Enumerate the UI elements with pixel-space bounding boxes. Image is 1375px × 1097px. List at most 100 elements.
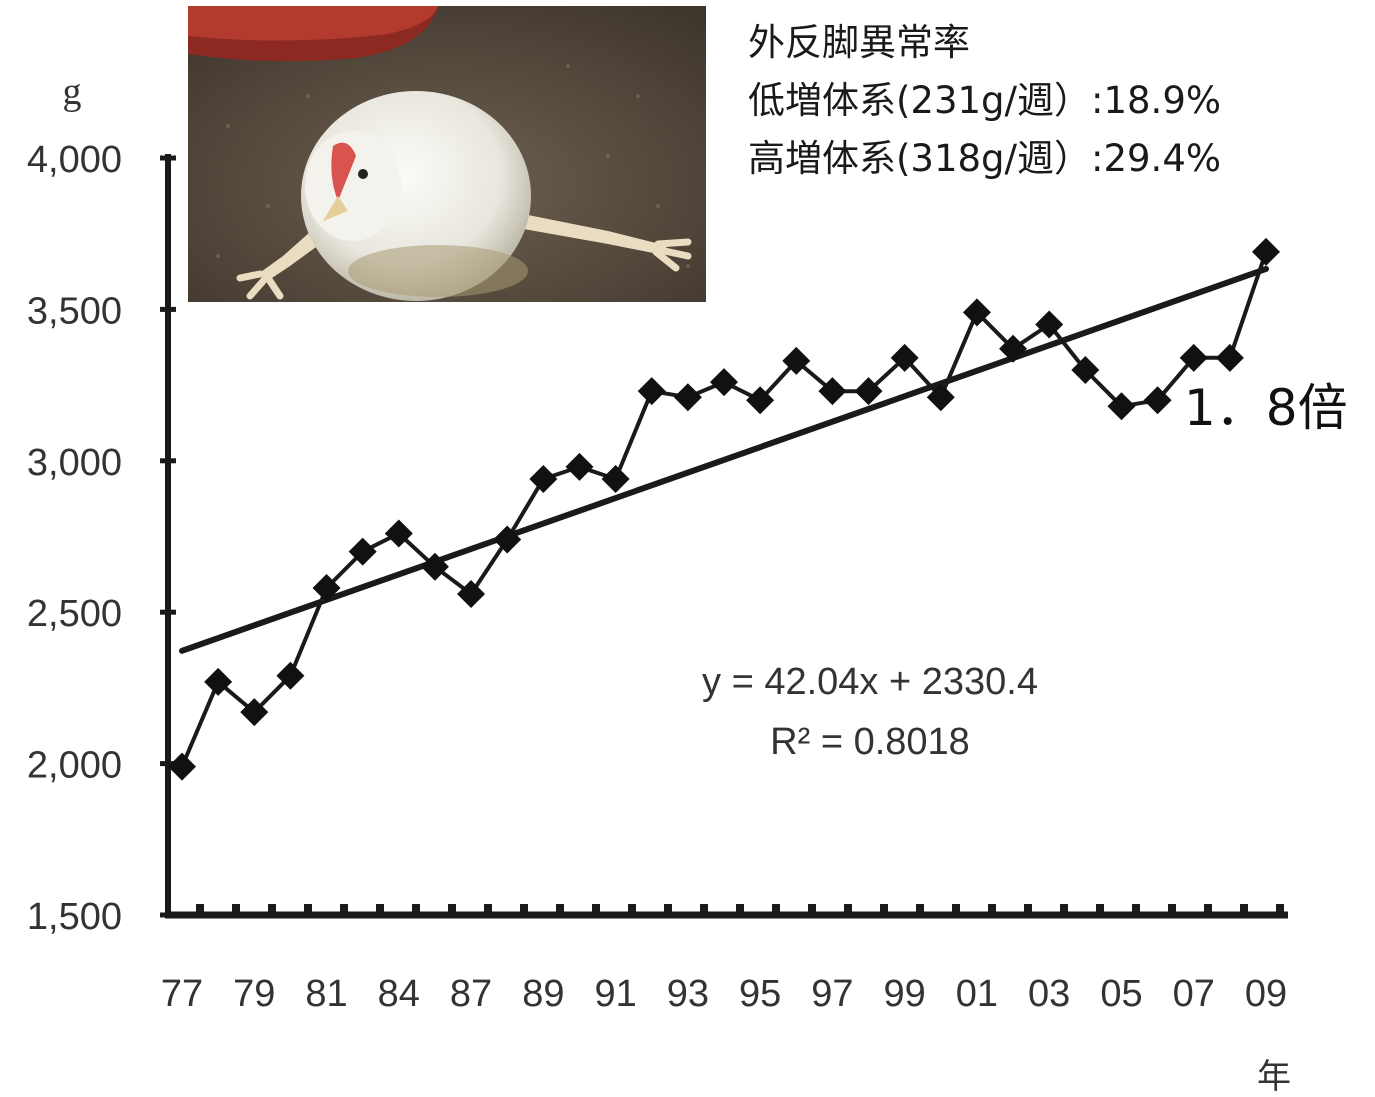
x-tick — [736, 904, 744, 913]
data-point — [818, 377, 847, 406]
multiplier-label: 1．8倍 — [1184, 379, 1348, 437]
x-tick-label: 79 — [233, 973, 275, 1015]
x-tick — [844, 904, 852, 913]
x-tick — [988, 904, 996, 913]
x-tick — [304, 904, 312, 913]
data-point — [1215, 343, 1244, 372]
data-point — [673, 383, 702, 412]
x-tick-label: 09 — [1245, 973, 1287, 1015]
x-tick — [1204, 904, 1212, 913]
data-point — [493, 525, 522, 554]
data-point — [637, 377, 666, 406]
series-group — [168, 237, 1280, 781]
x-tick-label: 84 — [378, 973, 420, 1015]
y-tick-labels: 1,500 2,000 2,500 3,000 3,500 4,000 — [27, 139, 122, 938]
x-tick — [484, 904, 492, 913]
x-tick-label: 95 — [739, 973, 781, 1015]
data-point — [1071, 355, 1100, 384]
x-tick — [376, 904, 384, 913]
trendline-group — [179, 265, 1269, 654]
abnormality-notes: 外反脚異常率 低増体系(231g/週）:18.9% 高増体系(318g/週）:2… — [748, 14, 1221, 188]
x-tick — [196, 904, 204, 913]
data-point — [457, 580, 486, 609]
regression-equation: y = 42.04x + 2330.4 R² = 0.8018 — [560, 652, 1180, 772]
y-axis-label: g — [63, 71, 82, 113]
x-tick — [1276, 904, 1284, 913]
data-point — [782, 346, 811, 375]
x-tick-label: 81 — [305, 973, 347, 1015]
x-tick — [556, 904, 564, 913]
data-point — [890, 343, 919, 372]
trendline — [179, 265, 1269, 654]
data-point — [240, 698, 269, 727]
x-tick-label: 77 — [161, 973, 203, 1015]
x-axis-label: 年 — [1257, 1057, 1291, 1097]
data-point — [1252, 237, 1280, 266]
y-tick-label: 1,500 — [27, 896, 122, 938]
x-tick — [1168, 904, 1176, 913]
data-point — [565, 452, 594, 481]
y-tick-label: 4,000 — [27, 139, 122, 181]
x-tick — [952, 904, 960, 913]
data-point — [529, 464, 558, 493]
x-tick — [700, 904, 708, 913]
chicken-photo — [188, 6, 706, 302]
x-tick-label: 05 — [1100, 973, 1142, 1015]
x-tick — [1240, 904, 1248, 913]
x-tick — [628, 904, 636, 913]
x-tick-labels: 77 79 81 84 87 89 91 93 95 97 99 01 03 05 07 09 — [161, 973, 1287, 1015]
x-tick — [592, 904, 600, 913]
data-point — [854, 377, 883, 406]
r-squared-line: R² = 0.8018 — [770, 721, 970, 763]
x-tick — [808, 904, 816, 913]
x-tick-label: 93 — [667, 973, 709, 1015]
y-tick-label: 2,000 — [27, 745, 122, 787]
notes-title: 外反脚異常率 — [748, 21, 970, 64]
data-point — [962, 298, 991, 327]
y-tick-label: 3,500 — [27, 290, 122, 332]
x-tick-label: 97 — [811, 973, 853, 1015]
x-tick — [1060, 904, 1068, 913]
x-tick-label: 07 — [1173, 973, 1215, 1015]
x-tick-label: 01 — [956, 973, 998, 1015]
x-tick-label: 03 — [1028, 973, 1070, 1015]
x-tick — [340, 904, 348, 913]
data-point — [710, 368, 738, 397]
x-tick-label: 87 — [450, 973, 492, 1015]
x-tick-label: 99 — [884, 973, 926, 1015]
x-tick — [1096, 904, 1104, 913]
x-tick-label: 89 — [522, 973, 564, 1015]
data-point — [420, 552, 449, 581]
data-point — [999, 334, 1028, 363]
data-point — [746, 386, 775, 415]
data-point — [348, 537, 377, 566]
x-tick — [412, 904, 420, 913]
x-tick — [772, 904, 780, 913]
equation-line: y = 42.04x + 2330.4 — [702, 661, 1038, 703]
data-point — [1179, 343, 1208, 372]
x-tick — [232, 904, 240, 913]
x-tick — [448, 904, 456, 913]
data-point — [1107, 392, 1136, 421]
x-tick — [268, 904, 276, 913]
y-tick-label: 2,500 — [27, 593, 122, 635]
chicken-illustration — [188, 6, 706, 302]
x-tick — [880, 904, 888, 913]
data-point — [312, 573, 341, 602]
notes-line-high: 高増体系(318g/週）:29.4% — [748, 137, 1222, 180]
data-point — [384, 519, 413, 548]
notes-line-low: 低増体系(231g/週）:18.9% — [748, 79, 1222, 122]
data-point — [276, 661, 305, 690]
x-tick — [1132, 904, 1140, 913]
data-point — [926, 383, 955, 412]
x-tick — [916, 904, 924, 913]
x-tick-label: 91 — [594, 973, 636, 1015]
x-tick — [520, 904, 528, 913]
data-point — [204, 667, 233, 696]
data-point — [601, 464, 630, 493]
data-point — [1035, 310, 1064, 339]
y-tick-label: 3,000 — [27, 442, 122, 484]
axes — [160, 154, 1288, 919]
data-point — [1143, 386, 1172, 415]
